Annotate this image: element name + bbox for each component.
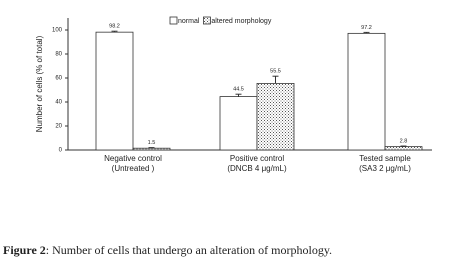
y-tick-label: 40 <box>55 100 62 106</box>
bar <box>95 31 134 151</box>
legend-swatch <box>203 16 211 25</box>
x-tick-label: (DNCB 4 μg/mL) <box>227 164 287 173</box>
y-tick-label: 60 <box>55 76 62 82</box>
bar <box>219 96 258 151</box>
x-tick-label: (Untreated ) <box>112 164 155 173</box>
legend-label: normal <box>178 18 200 25</box>
bar <box>132 147 171 151</box>
bar <box>256 83 295 151</box>
error-bar <box>111 30 118 33</box>
y-tick-label: 20 <box>55 124 62 130</box>
value-label: 2.8 <box>400 138 408 144</box>
y-tick-label: 80 <box>55 52 62 58</box>
error-bar <box>148 147 155 149</box>
x-tick-label: Negative control <box>104 154 162 163</box>
x-tick-label: Positive control <box>230 154 284 163</box>
bar <box>347 32 386 151</box>
bar <box>384 146 423 151</box>
caption-label: Figure 2 <box>3 243 46 257</box>
value-label: 44.5 <box>233 87 244 93</box>
caption: Figure 2: Number of cells that undergo a… <box>3 243 332 258</box>
error-bar <box>363 31 370 34</box>
error-bar <box>400 145 407 147</box>
caption-text: : Number of cells that undergo an altera… <box>45 243 333 257</box>
y-tick-label: 100 <box>52 28 63 34</box>
x-tick-label: (SA3 2 μg/mL) <box>359 164 411 173</box>
y-axis-label: Number of cells (% of total) <box>35 35 44 132</box>
value-label: 55.5 <box>270 69 281 75</box>
error-bar <box>272 75 279 84</box>
value-label: 1.5 <box>148 140 156 146</box>
chart: Number of cells (% of total) 0 20 40 60 80 10… <box>35 16 432 173</box>
y-tick-label: 0 <box>59 148 63 154</box>
legend-label: altered morphology <box>211 18 271 25</box>
value-label: 97.2 <box>361 25 372 31</box>
value-label: 98.2 <box>109 24 120 30</box>
legend-swatch <box>169 16 178 25</box>
x-tick-label: Tested sample <box>359 154 411 163</box>
error-bar <box>235 93 242 97</box>
